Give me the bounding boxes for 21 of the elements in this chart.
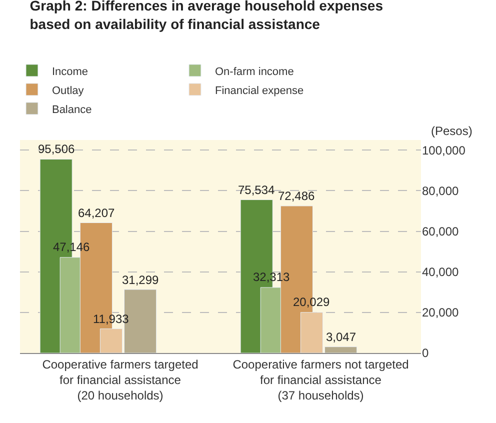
data-label: 95,506 [38,142,76,156]
data-label: 3,047 [326,330,356,344]
data-label: 72,486 [278,189,316,203]
legend-label: Balance [52,104,92,116]
x-tick-label: Cooperative farmers not targeted for financial assistance (37 households) [232,357,409,403]
data-label: 75,534 [238,183,276,197]
data-label: 64,207 [78,206,116,220]
legend-label: Financial expense [214,84,304,97]
y-tick-label: 80,000 [422,184,460,198]
x-tick-label: Cooperative farmers targeted for financial assistance (20 households) [42,357,198,403]
legend-label: Outlay [52,84,84,97]
y-axis-title: (Pesos) [431,124,472,138]
y-tick-label: 0 [422,346,429,360]
y-tick-label: 40,000 [422,265,460,280]
data-label: 31,299 [122,273,160,287]
y-tick-label: 100,000 [422,143,466,158]
chart-title: Graph 2: Differences in average household expenses based on availability of financial assistance [30,0,384,32]
legend-label: On-farm income [214,66,294,78]
legend-label: Income [52,66,88,78]
y-tick-label: 60,000 [422,224,460,238]
y-tick-label: 20,000 [422,306,460,320]
